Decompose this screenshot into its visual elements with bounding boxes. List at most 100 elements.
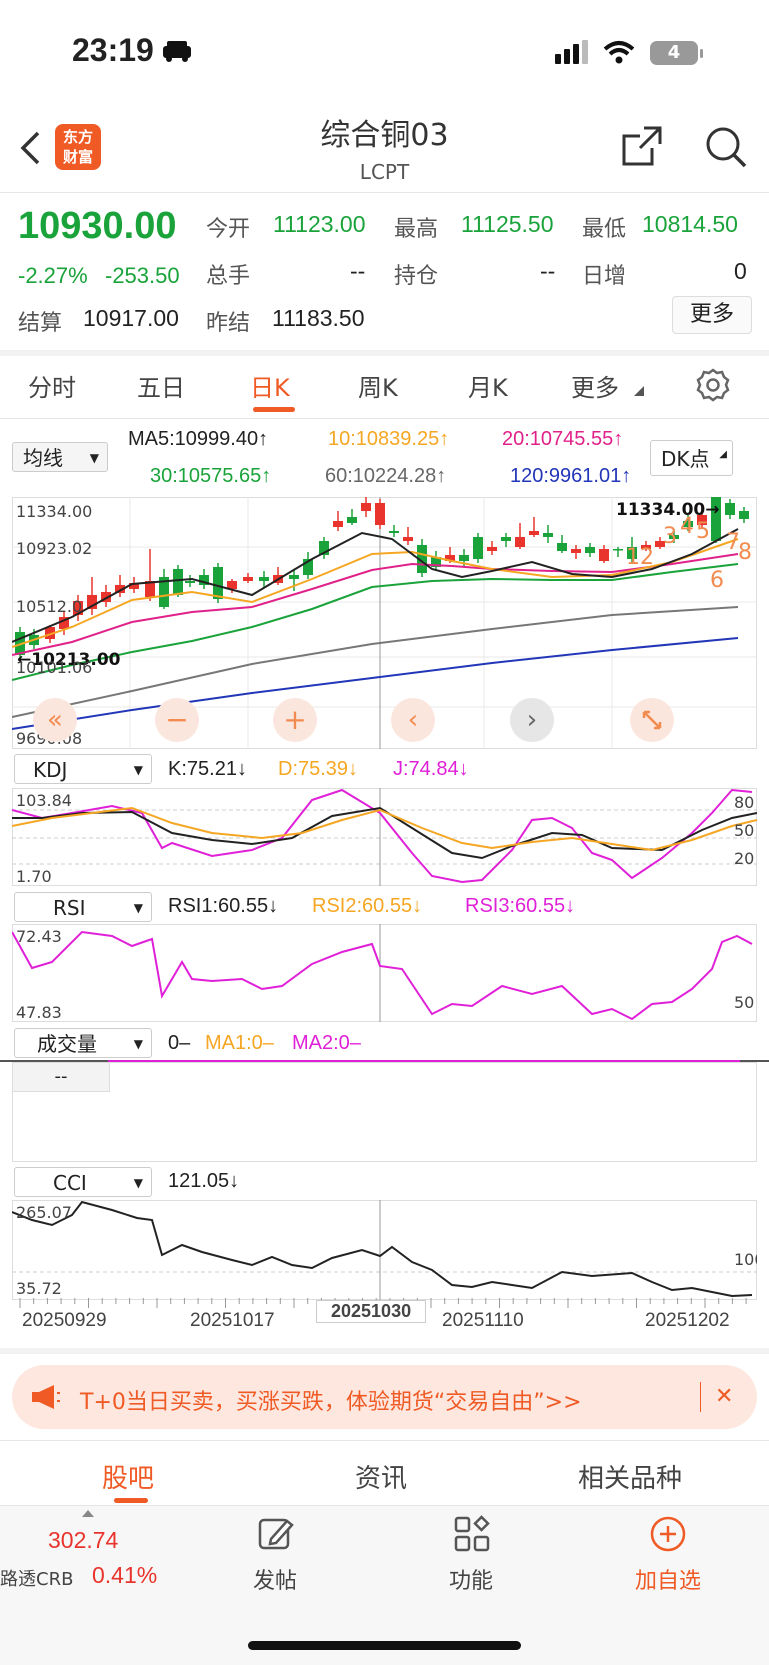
bottom-bar <box>0 1506 769 1665</box>
date-label-2: 20251017 <box>190 1310 275 1331</box>
candle-body <box>725 503 735 515</box>
ma10-value: 10:10839.25↑ <box>328 428 450 450</box>
scroll-left-fast-button[interactable]: « <box>33 698 77 742</box>
chart-bottom-divider <box>0 1348 769 1354</box>
tab-weekly-k[interactable]: 周K <box>358 374 398 402</box>
add-circle-icon <box>649 1515 708 1557</box>
candle-body <box>145 581 155 597</box>
candle-body <box>115 585 125 593</box>
candle-body <box>669 535 679 539</box>
candle-body <box>613 549 623 551</box>
cci-top-label: 265.07 <box>16 1203 72 1222</box>
cci-selector[interactable]: CCI ▼ <box>14 1167 152 1197</box>
kdj-k-value: K:75.21↓ <box>168 758 247 780</box>
subtab-related[interactable]: 相关品种 <box>578 1464 683 1494</box>
promo-banner[interactable] <box>12 1365 757 1429</box>
cci-line <box>12 1200 753 1298</box>
date-label-4: 20251110 <box>442 1310 524 1331</box>
candle-body <box>319 541 329 555</box>
dk-caret-icon: ◢ <box>719 449 727 460</box>
subtab-news[interactable]: 资讯 <box>355 1464 408 1494</box>
crosshair-date-label: 20251030 <box>316 1300 427 1323</box>
volume-value-ind: 0– <box>168 1032 191 1054</box>
search-icon[interactable] <box>703 124 749 174</box>
candle-body <box>45 627 55 639</box>
dropdown-caret-icon: ▼ <box>89 451 99 465</box>
candle-body <box>199 575 209 585</box>
kline-chart: 11334.00→ ←10213.00 11334.00 10923.02 10… <box>12 497 757 749</box>
function-label: 功能 <box>448 1569 493 1594</box>
battery-tip <box>700 49 703 58</box>
kdj-selector[interactable]: KDJ ▼ <box>14 754 152 784</box>
banner-divider <box>700 1382 701 1412</box>
scroll-right-button[interactable]: › <box>510 698 554 742</box>
zoom-in-button[interactable]: + <box>273 698 317 742</box>
page-title: 综合铜03 <box>320 118 449 153</box>
settings-gear-icon[interactable] <box>696 368 730 406</box>
ma120-line <box>12 637 739 730</box>
tab-intraday[interactable]: 分时 <box>28 374 76 402</box>
y-axis-label-2: 10923.02 <box>16 539 92 558</box>
battery-level: 4 <box>667 42 681 63</box>
more-quote-button[interactable]: 更多 <box>672 296 752 334</box>
function-button[interactable]: 功能 <box>436 1515 506 1595</box>
share-icon[interactable] <box>620 124 664 172</box>
kline-chart-panel[interactable] <box>12 497 757 749</box>
subtab-guba-underline <box>114 1498 148 1503</box>
candle-body <box>59 617 69 629</box>
candle-body <box>375 503 385 525</box>
back-button[interactable] <box>18 130 42 170</box>
change-pct: -2.27% <box>18 263 88 288</box>
candle-body <box>361 503 371 511</box>
candle-body <box>571 549 581 553</box>
rsi1-value: RSI1:60.55↓ <box>168 895 279 917</box>
volume-panel <box>12 1062 757 1162</box>
date-ticks <box>19 1298 747 1308</box>
kdj-j-line <box>12 788 753 884</box>
ma20-value: 20:10745.55↑ <box>502 428 624 450</box>
prev-settle-value: 11183.50 <box>272 305 365 331</box>
tab-five-day[interactable]: 五日 <box>137 374 185 402</box>
dropdown-caret-icon: ▼ <box>133 901 143 915</box>
tab-monthly-k[interactable]: 月K <box>468 374 508 402</box>
zoom-out-button[interactable]: − <box>155 698 199 742</box>
ma5-line <box>12 528 739 643</box>
grid-icon <box>453 1515 506 1557</box>
volume-value: -- <box>350 258 366 284</box>
candle-body <box>529 531 539 535</box>
subtab-guba[interactable]: 股吧 <box>102 1464 155 1494</box>
fullscreen-icon[interactable] <box>630 698 674 742</box>
candle-body <box>347 517 357 523</box>
candle-body <box>599 549 609 561</box>
scroll-left-button[interactable]: ‹ <box>391 698 435 742</box>
candle-body <box>501 537 511 541</box>
candle-body <box>159 577 169 607</box>
dk-label: DK点 <box>661 447 710 471</box>
post-button[interactable]: 发帖 <box>240 1515 310 1595</box>
tab-daily-k[interactable]: 日K <box>250 374 290 402</box>
dk-point-button[interactable]: DK点 ◢ <box>650 440 733 476</box>
marker-3: 3 <box>663 524 677 549</box>
logo-text-1: 东方 <box>62 128 93 146</box>
volume-selector[interactable]: 成交量 ▼ <box>14 1028 152 1058</box>
crb-value[interactable]: 302.74 <box>48 1527 119 1553</box>
open-value: 11123.00 <box>273 211 366 237</box>
low-value: 10814.50 <box>642 211 738 237</box>
rsi-selector[interactable]: RSI ▼ <box>14 892 152 922</box>
crb-label: 路透CRB <box>0 1569 74 1590</box>
add-watchlist-button[interactable]: 加自选 <box>628 1515 708 1595</box>
ma-selector[interactable]: 均线 ▼ <box>12 442 108 472</box>
cci-panel <box>12 1200 757 1300</box>
position-label: 持仓 <box>394 264 439 289</box>
candle-body <box>431 557 441 567</box>
candle-body <box>73 601 83 615</box>
add-watchlist-label: 加自选 <box>634 1569 701 1594</box>
candle-body <box>185 581 195 583</box>
banner-text[interactable]: T+0当日买卖，买涨买跌，体验期货“交易自由”>> <box>80 1390 582 1415</box>
cci-bottom-label: 35.72 <box>16 1279 62 1298</box>
candle-body <box>417 545 427 573</box>
banner-close-icon[interactable]: ✕ <box>715 1384 734 1409</box>
tab-more[interactable]: 更多 <box>571 374 619 402</box>
cci-chart: 265.07 35.72 100 <box>12 1200 757 1300</box>
kdj-panel <box>12 788 757 886</box>
